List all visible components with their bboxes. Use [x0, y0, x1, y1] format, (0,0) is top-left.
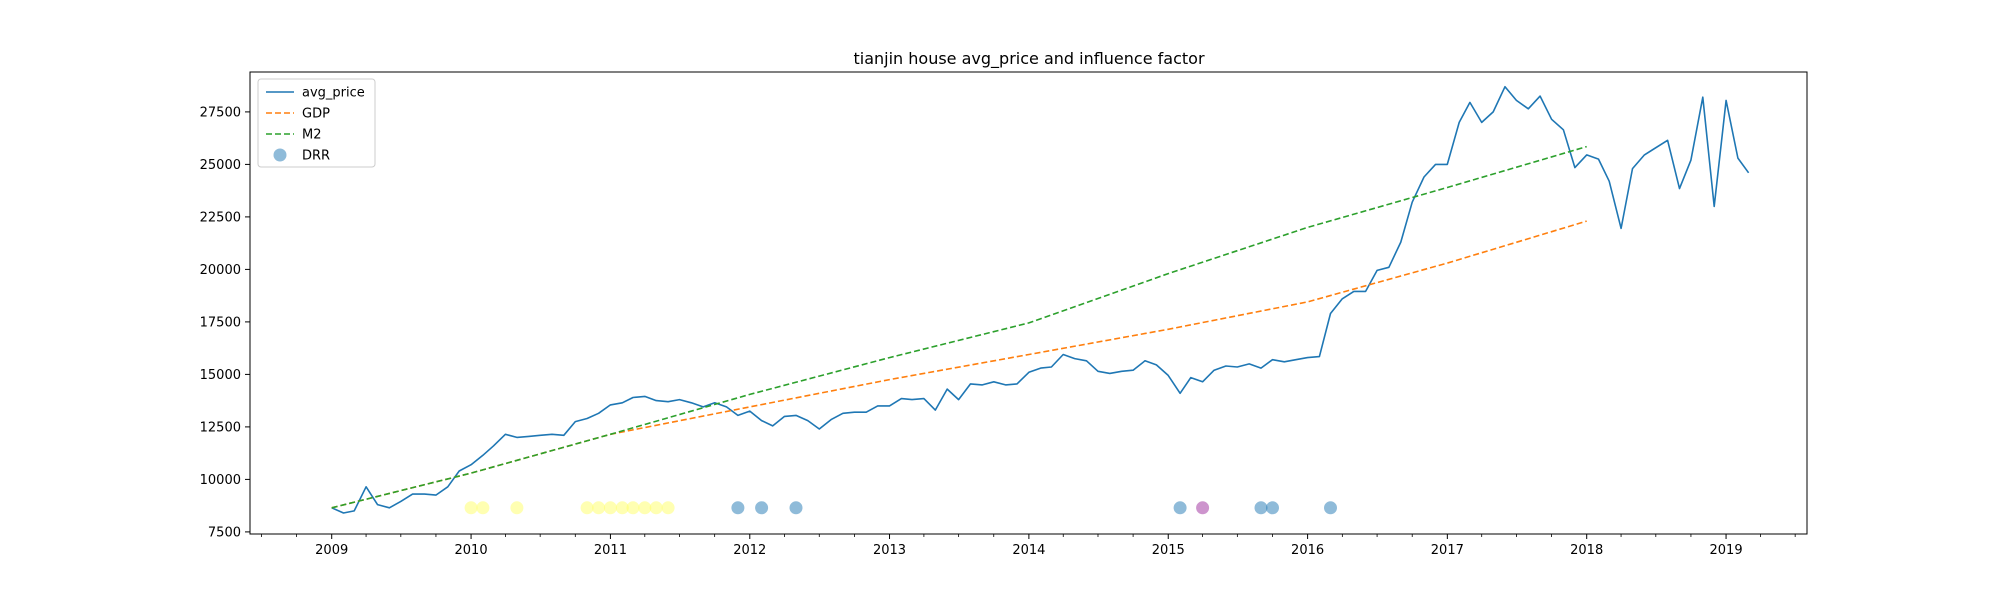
x-tick-label: 2012: [733, 543, 766, 558]
x-tick-label: 2010: [455, 543, 488, 558]
y-tick-label: 25000: [200, 158, 241, 173]
drr-point: [661, 501, 675, 515]
drr-point: [476, 501, 490, 515]
x-tick-label: 2009: [315, 543, 348, 558]
drr-point: [1324, 501, 1337, 515]
y-tick-label: 27500: [200, 105, 241, 120]
x-tick-label: 2016: [1291, 543, 1324, 558]
plot-area: [331, 85, 1750, 515]
drr-point: [615, 501, 629, 515]
drr-point: [789, 501, 803, 515]
x-tick-label: 2015: [1152, 543, 1185, 558]
drr-point: [626, 501, 640, 515]
drr-point: [1254, 501, 1268, 515]
x-tick-label: 2018: [1570, 543, 1603, 558]
x-tick-label: 2017: [1431, 543, 1464, 558]
y-tick-label: 20000: [200, 263, 241, 278]
y-tick-label: 15000: [200, 368, 241, 383]
drr-point: [755, 501, 769, 515]
drr-point: [603, 501, 617, 515]
drr-point: [510, 501, 524, 515]
series-line-gdp: [331, 220, 1587, 509]
drr-point: [1266, 501, 1279, 515]
legend-box: [257, 78, 376, 168]
drr-point: [580, 501, 594, 515]
legend-label-drr: DRR: [302, 149, 330, 164]
drr-point: [731, 501, 745, 515]
drr-point: [592, 501, 606, 515]
drr-point: [464, 501, 478, 515]
drr-point: [1173, 501, 1187, 515]
legend-swatch-drr: [273, 148, 287, 162]
y-tick-label: 10000: [200, 473, 241, 488]
y-tick-label: 7500: [208, 525, 241, 540]
x-tick-label: 2019: [1710, 543, 1743, 558]
legend-label-gdp: GDP: [302, 107, 330, 122]
legend-label-m2: M2: [302, 128, 322, 143]
legend-label-avg-price: avg_price: [302, 86, 365, 101]
series-line-avg-price: [331, 85, 1750, 514]
chart-title: tianjin house avg_price and influence fa…: [853, 49, 1204, 69]
x-tick-label: 2011: [594, 543, 627, 558]
y-tick-label: 12500: [200, 420, 241, 435]
axis-ticks: 7500 10000 12500 15000 17500 20000 22500 25000 2…: [200, 105, 1796, 558]
series-line-m2: [331, 145, 1587, 509]
drr-point: [1196, 501, 1210, 515]
drr-point: [638, 501, 652, 515]
x-tick-label: 2014: [1012, 543, 1045, 558]
y-tick-label: 22500: [200, 210, 241, 225]
drr-point: [649, 501, 663, 515]
x-tick-label: 2013: [873, 543, 906, 558]
y-tick-label: 17500: [200, 315, 241, 330]
legend: avg_price GDP M2 DRR: [257, 78, 376, 168]
